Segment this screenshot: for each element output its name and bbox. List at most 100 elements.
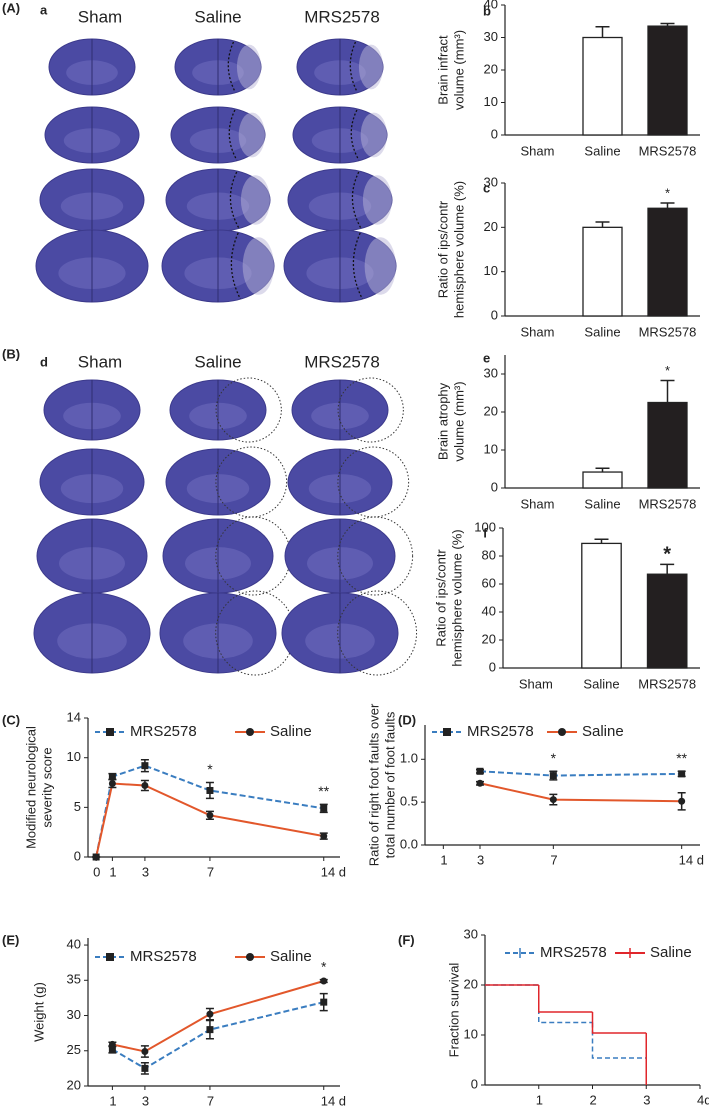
legend-label: MRS2578 <box>540 944 607 961</box>
error-bar <box>660 22 675 27</box>
legend-label: Saline <box>650 944 692 961</box>
y-axis-label: Modified neurological <box>23 726 38 849</box>
significance-marker: ** <box>676 750 687 766</box>
y-axis-label: Ratio of ips/contr <box>433 549 448 647</box>
y-tick-label: 0 <box>491 307 498 322</box>
y-tick-label: 30 <box>484 29 498 44</box>
x-tick-label: Saline <box>583 676 619 691</box>
panel-label: (E) <box>2 932 19 947</box>
y-axis-label: Weight (g) <box>31 982 46 1042</box>
infarct-outline <box>351 171 362 229</box>
x-tick-label: 1 <box>440 852 447 867</box>
survival-step <box>591 1012 647 1034</box>
legend-label: MRS2578 <box>130 723 197 740</box>
infarct-area <box>360 112 387 158</box>
infarct-area <box>364 237 396 295</box>
significance-marker: * <box>551 750 557 766</box>
legend-label: Saline <box>270 723 312 740</box>
bar <box>647 207 688 317</box>
error-bar <box>660 202 675 209</box>
y-axis-label: Ratio of ips/contr <box>435 200 450 298</box>
x-tick-label: 7 <box>207 1093 214 1108</box>
y-tick-label: 5 <box>74 799 81 814</box>
data-point <box>549 772 557 780</box>
data-point <box>108 1045 116 1053</box>
x-tick-label: Sham <box>521 496 555 511</box>
y-tick-label: 20 <box>484 219 498 234</box>
infarct-area <box>358 44 383 90</box>
y-tick-label: 30 <box>67 1007 81 1022</box>
legend-marker <box>558 728 566 736</box>
y-axis-label: Brain atrophy <box>435 382 450 460</box>
x-tick-label: 3 <box>477 852 484 867</box>
panel-label: (D) <box>398 712 416 727</box>
y-tick-label: 10 <box>484 94 498 109</box>
data-point <box>141 1047 149 1055</box>
error-bar <box>595 467 610 473</box>
infarct-outline <box>352 232 363 300</box>
y-tick-label: 0 <box>491 479 498 494</box>
contralateral-outline <box>337 377 404 443</box>
data-point <box>320 998 328 1006</box>
significance-marker: * <box>207 761 213 777</box>
y-tick-label: 1.0 <box>400 751 418 766</box>
x-tick-label: Sham <box>521 324 555 339</box>
infarct-area <box>242 237 274 295</box>
y-tick-label: 0 <box>491 126 498 141</box>
x-tick-label: Sham <box>519 676 553 691</box>
x-tick-label: Sham <box>521 143 555 158</box>
x-tick-label: Saline <box>584 143 620 158</box>
contralateral-outline <box>337 516 414 596</box>
data-point <box>206 811 214 819</box>
x-tick-label: 1 <box>536 1092 543 1107</box>
data-point <box>141 762 149 770</box>
data-point <box>206 786 214 794</box>
y-axis-label: hemisphere volume (%) <box>451 181 466 318</box>
y-tick-label: 80 <box>482 547 496 562</box>
column-header: Sham <box>78 352 122 371</box>
bar <box>646 573 688 669</box>
x-tick-label: Saline <box>584 324 620 339</box>
y-axis-label: volume (mm³) <box>451 30 466 110</box>
y-tick-label: 14 <box>67 709 81 724</box>
y-tick-label: 25 <box>67 1042 81 1057</box>
x-tick-label: 3 <box>142 1093 149 1108</box>
x-tick-label: 2 <box>590 1092 597 1107</box>
data-point <box>206 1010 214 1018</box>
panel-label: (A) <box>2 0 20 15</box>
contralateral-outline <box>215 446 288 518</box>
survival-step <box>538 985 593 1013</box>
survival-step <box>538 985 593 1024</box>
bar <box>647 25 688 136</box>
data-point <box>476 779 484 787</box>
data-point <box>108 1040 116 1048</box>
y-tick-label: 60 <box>482 575 496 590</box>
y-tick-label: 100 <box>474 519 496 534</box>
significance-marker: ** <box>318 783 329 799</box>
column-header: MRS2578 <box>304 352 380 371</box>
significance-marker: * <box>665 363 670 378</box>
bar <box>582 36 623 136</box>
y-tick-label: 0.0 <box>400 836 418 851</box>
x-tick-label: MRS2578 <box>638 676 696 691</box>
panel-label: (C) <box>2 712 20 727</box>
data-point <box>108 773 116 781</box>
y-tick-label: 20 <box>484 403 498 418</box>
y-tick-label: 20 <box>67 1077 81 1092</box>
y-tick-label: 20 <box>482 631 496 646</box>
x-tick-label: 1 <box>109 1093 116 1108</box>
x-tick-label: 3 <box>643 1092 650 1107</box>
column-header: MRS2578 <box>304 7 380 26</box>
legend-marker <box>106 728 114 736</box>
y-tick-label: 40 <box>67 936 81 951</box>
data-point <box>206 1026 214 1034</box>
x-tick-label: MRS2578 <box>639 324 697 339</box>
series-line <box>479 782 682 803</box>
x-tick-label: 0 <box>93 864 100 879</box>
error-bar <box>594 538 609 544</box>
data-point <box>141 1064 149 1072</box>
y-axis-label: Fraction survival <box>446 963 461 1058</box>
panel-label: f <box>483 525 488 540</box>
bar <box>581 542 622 669</box>
